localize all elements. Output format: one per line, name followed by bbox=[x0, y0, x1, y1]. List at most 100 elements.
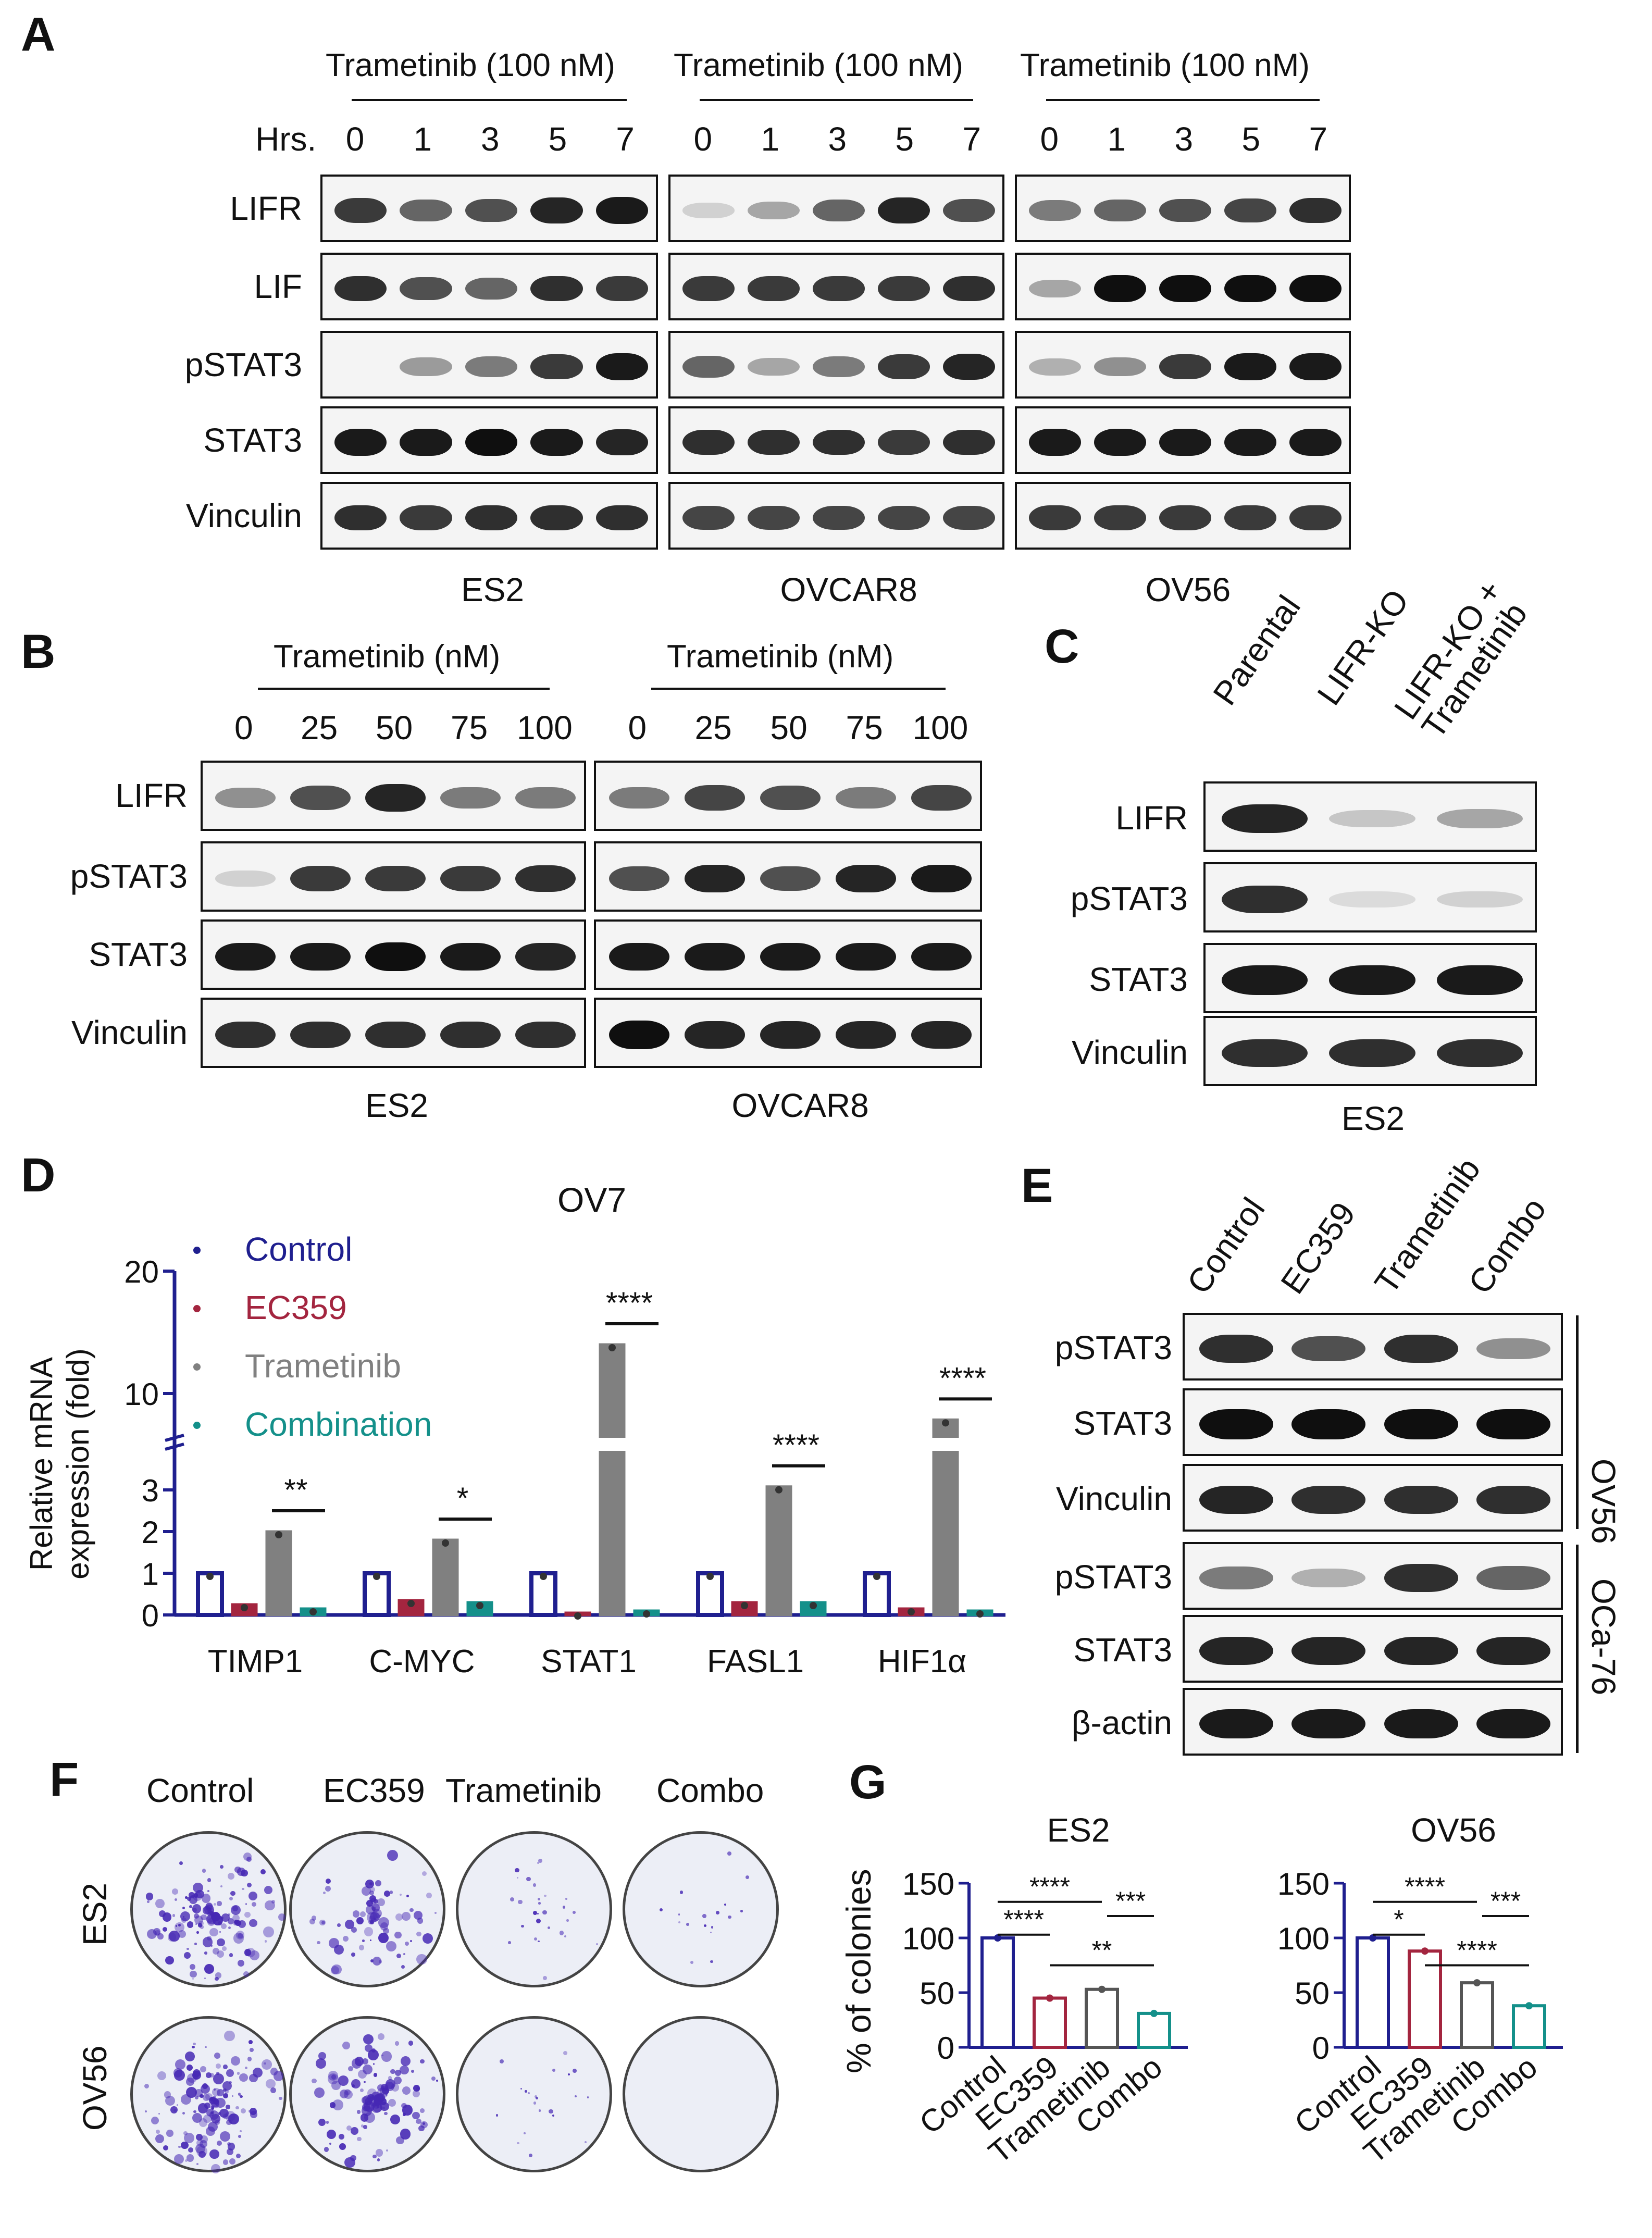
colony-dot bbox=[165, 2095, 176, 2106]
protein-band bbox=[1289, 505, 1342, 530]
cell-line-label: OVCAR8 bbox=[731, 1087, 869, 1124]
colony-dot bbox=[266, 2079, 276, 2089]
colony-dot bbox=[215, 2063, 221, 2069]
timepoint-label: 5 bbox=[548, 120, 567, 158]
protein-band bbox=[747, 505, 800, 530]
bar-break-gap bbox=[765, 1438, 793, 1451]
protein-band bbox=[530, 276, 583, 302]
colony-dot bbox=[238, 2093, 241, 2096]
colony-dot bbox=[206, 1916, 213, 1923]
protein-band bbox=[334, 276, 387, 302]
protein-band bbox=[760, 786, 821, 810]
bar-break-gap bbox=[931, 1438, 960, 1451]
colony-dot bbox=[205, 2046, 207, 2048]
colony-dot bbox=[357, 2070, 367, 2079]
protein-band bbox=[595, 429, 649, 456]
colony-dot bbox=[167, 1933, 177, 1942]
panel-letter-c: C bbox=[1045, 620, 1079, 673]
colony-dot bbox=[229, 1953, 233, 1957]
colony-dot bbox=[412, 2090, 420, 2097]
protein-band bbox=[1199, 1709, 1273, 1739]
protein-band bbox=[1224, 505, 1276, 530]
protein-band bbox=[1224, 429, 1276, 456]
colony-dot bbox=[516, 1877, 518, 1879]
colony-dot bbox=[414, 1911, 423, 1920]
protein-band bbox=[515, 865, 576, 892]
header-underline bbox=[258, 688, 550, 690]
colony-dot bbox=[343, 2090, 353, 2099]
legend-marker bbox=[193, 1422, 201, 1429]
colony-dot bbox=[369, 1891, 374, 1896]
dose-label: 0 bbox=[234, 709, 253, 747]
colony-dot bbox=[230, 1891, 235, 1896]
colony-dot bbox=[366, 1900, 373, 1907]
protein-band bbox=[365, 865, 426, 892]
bar-trametinib bbox=[1085, 1987, 1119, 2049]
y-tick-label: 0 bbox=[1312, 2031, 1330, 2066]
colony-dot bbox=[240, 2095, 243, 2098]
colony-dot bbox=[199, 2140, 208, 2148]
colony-dot bbox=[222, 2081, 232, 2091]
colony-dot bbox=[378, 2033, 384, 2040]
protein-band bbox=[682, 276, 735, 301]
colony-dot bbox=[364, 1927, 374, 1937]
colony-dot bbox=[342, 1936, 349, 1942]
colony-dot bbox=[369, 1882, 373, 1885]
protein-band bbox=[1028, 429, 1081, 456]
protein-band bbox=[684, 1021, 745, 1049]
colony-dot bbox=[678, 1921, 681, 1924]
colony-dot bbox=[179, 1861, 183, 1866]
colony-dot bbox=[216, 2088, 224, 2097]
colony-dot bbox=[381, 2054, 383, 2057]
colony-dot bbox=[339, 2143, 346, 2150]
bar-control bbox=[363, 1571, 391, 1617]
colony-dot bbox=[345, 1920, 354, 1929]
colony-dot bbox=[213, 2088, 216, 2091]
colony-dot bbox=[538, 1940, 540, 1943]
colony-dot bbox=[311, 1916, 317, 1921]
western-blot-stat3 bbox=[594, 919, 982, 990]
colony-dot bbox=[202, 1894, 211, 1903]
x-tick-label: HIF1α bbox=[878, 1644, 966, 1680]
western-blot-vinculin bbox=[201, 998, 586, 1068]
colony-dot bbox=[318, 2118, 326, 2126]
colony-dot bbox=[155, 2134, 164, 2143]
colony-dot bbox=[678, 1913, 680, 1916]
colony-dot bbox=[324, 2147, 329, 2152]
colony-dot bbox=[724, 1904, 727, 1906]
colony-dot bbox=[207, 1878, 211, 1882]
drug-header: Trametinib (100 nM) bbox=[326, 47, 615, 83]
group-bracket bbox=[1576, 1315, 1579, 1529]
western-blot-vinculin bbox=[1203, 1016, 1537, 1086]
colony-dot bbox=[189, 1892, 195, 1898]
protein-band bbox=[365, 942, 426, 972]
colony-dot bbox=[377, 2158, 380, 2161]
colony-dot bbox=[187, 1947, 189, 1950]
colony-dot bbox=[565, 1898, 567, 1900]
colony-dot bbox=[229, 1896, 233, 1901]
colony-dot bbox=[248, 1891, 257, 1900]
protein-band bbox=[595, 197, 649, 224]
significance-label: *** bbox=[1115, 1886, 1146, 1916]
colony-dot bbox=[422, 1871, 427, 1876]
hrs-label: Hrs. bbox=[255, 120, 317, 158]
drug-header: Trametinib (100 nM) bbox=[674, 47, 963, 83]
row-label-vinculin: Vinculin bbox=[71, 1014, 188, 1051]
protein-band bbox=[334, 429, 387, 456]
colony-dot bbox=[279, 2096, 283, 2100]
colony-dot bbox=[210, 1944, 213, 1947]
protein-band bbox=[1329, 965, 1415, 995]
protein-band bbox=[365, 1021, 426, 1049]
colony-dot bbox=[371, 2102, 382, 2113]
protein-band bbox=[835, 1021, 896, 1049]
row-label-es2: ES2 bbox=[76, 1883, 114, 1946]
colony-dot bbox=[270, 2068, 278, 2075]
protein-band bbox=[1476, 1486, 1551, 1514]
timepoint-label: 7 bbox=[1309, 120, 1328, 158]
legend-label: Combination bbox=[245, 1406, 432, 1443]
colony-dot bbox=[240, 2130, 242, 2132]
colony-dot bbox=[155, 2130, 160, 2134]
colony-dot bbox=[376, 2093, 386, 2103]
protein-band bbox=[290, 942, 351, 971]
protein-band bbox=[1291, 1336, 1366, 1362]
